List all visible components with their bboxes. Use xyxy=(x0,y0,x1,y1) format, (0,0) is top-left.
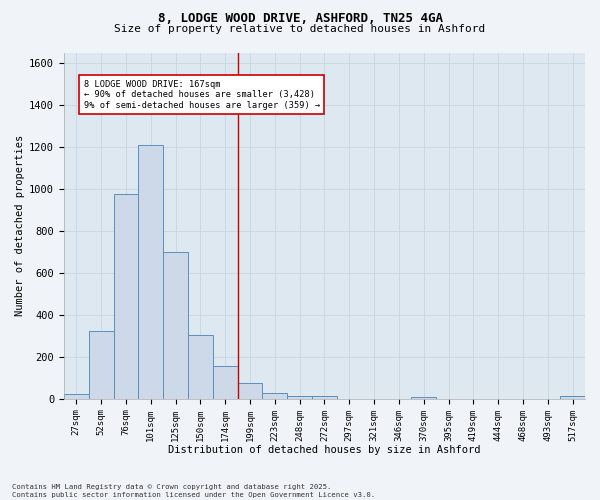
Text: Size of property relative to detached houses in Ashford: Size of property relative to detached ho… xyxy=(115,24,485,34)
Bar xyxy=(238,383,262,399)
Y-axis label: Number of detached properties: Number of detached properties xyxy=(15,135,25,316)
Text: Contains HM Land Registry data © Crown copyright and database right 2025.
Contai: Contains HM Land Registry data © Crown c… xyxy=(12,484,375,498)
Text: 8, LODGE WOOD DRIVE, ASHFORD, TN25 4GA: 8, LODGE WOOD DRIVE, ASHFORD, TN25 4GA xyxy=(157,12,443,26)
Bar xyxy=(89,330,113,399)
Bar xyxy=(188,335,213,399)
X-axis label: Distribution of detached houses by size in Ashford: Distribution of detached houses by size … xyxy=(168,445,481,455)
Bar xyxy=(64,394,89,399)
Bar xyxy=(287,396,312,399)
Bar xyxy=(113,194,139,399)
Bar xyxy=(312,396,337,399)
Bar xyxy=(262,392,287,399)
Bar xyxy=(560,396,585,399)
Text: 8 LODGE WOOD DRIVE: 167sqm
← 90% of detached houses are smaller (3,428)
9% of se: 8 LODGE WOOD DRIVE: 167sqm ← 90% of deta… xyxy=(84,80,320,110)
Bar xyxy=(411,397,436,399)
Bar xyxy=(163,252,188,399)
Bar xyxy=(213,366,238,399)
Bar xyxy=(139,145,163,399)
